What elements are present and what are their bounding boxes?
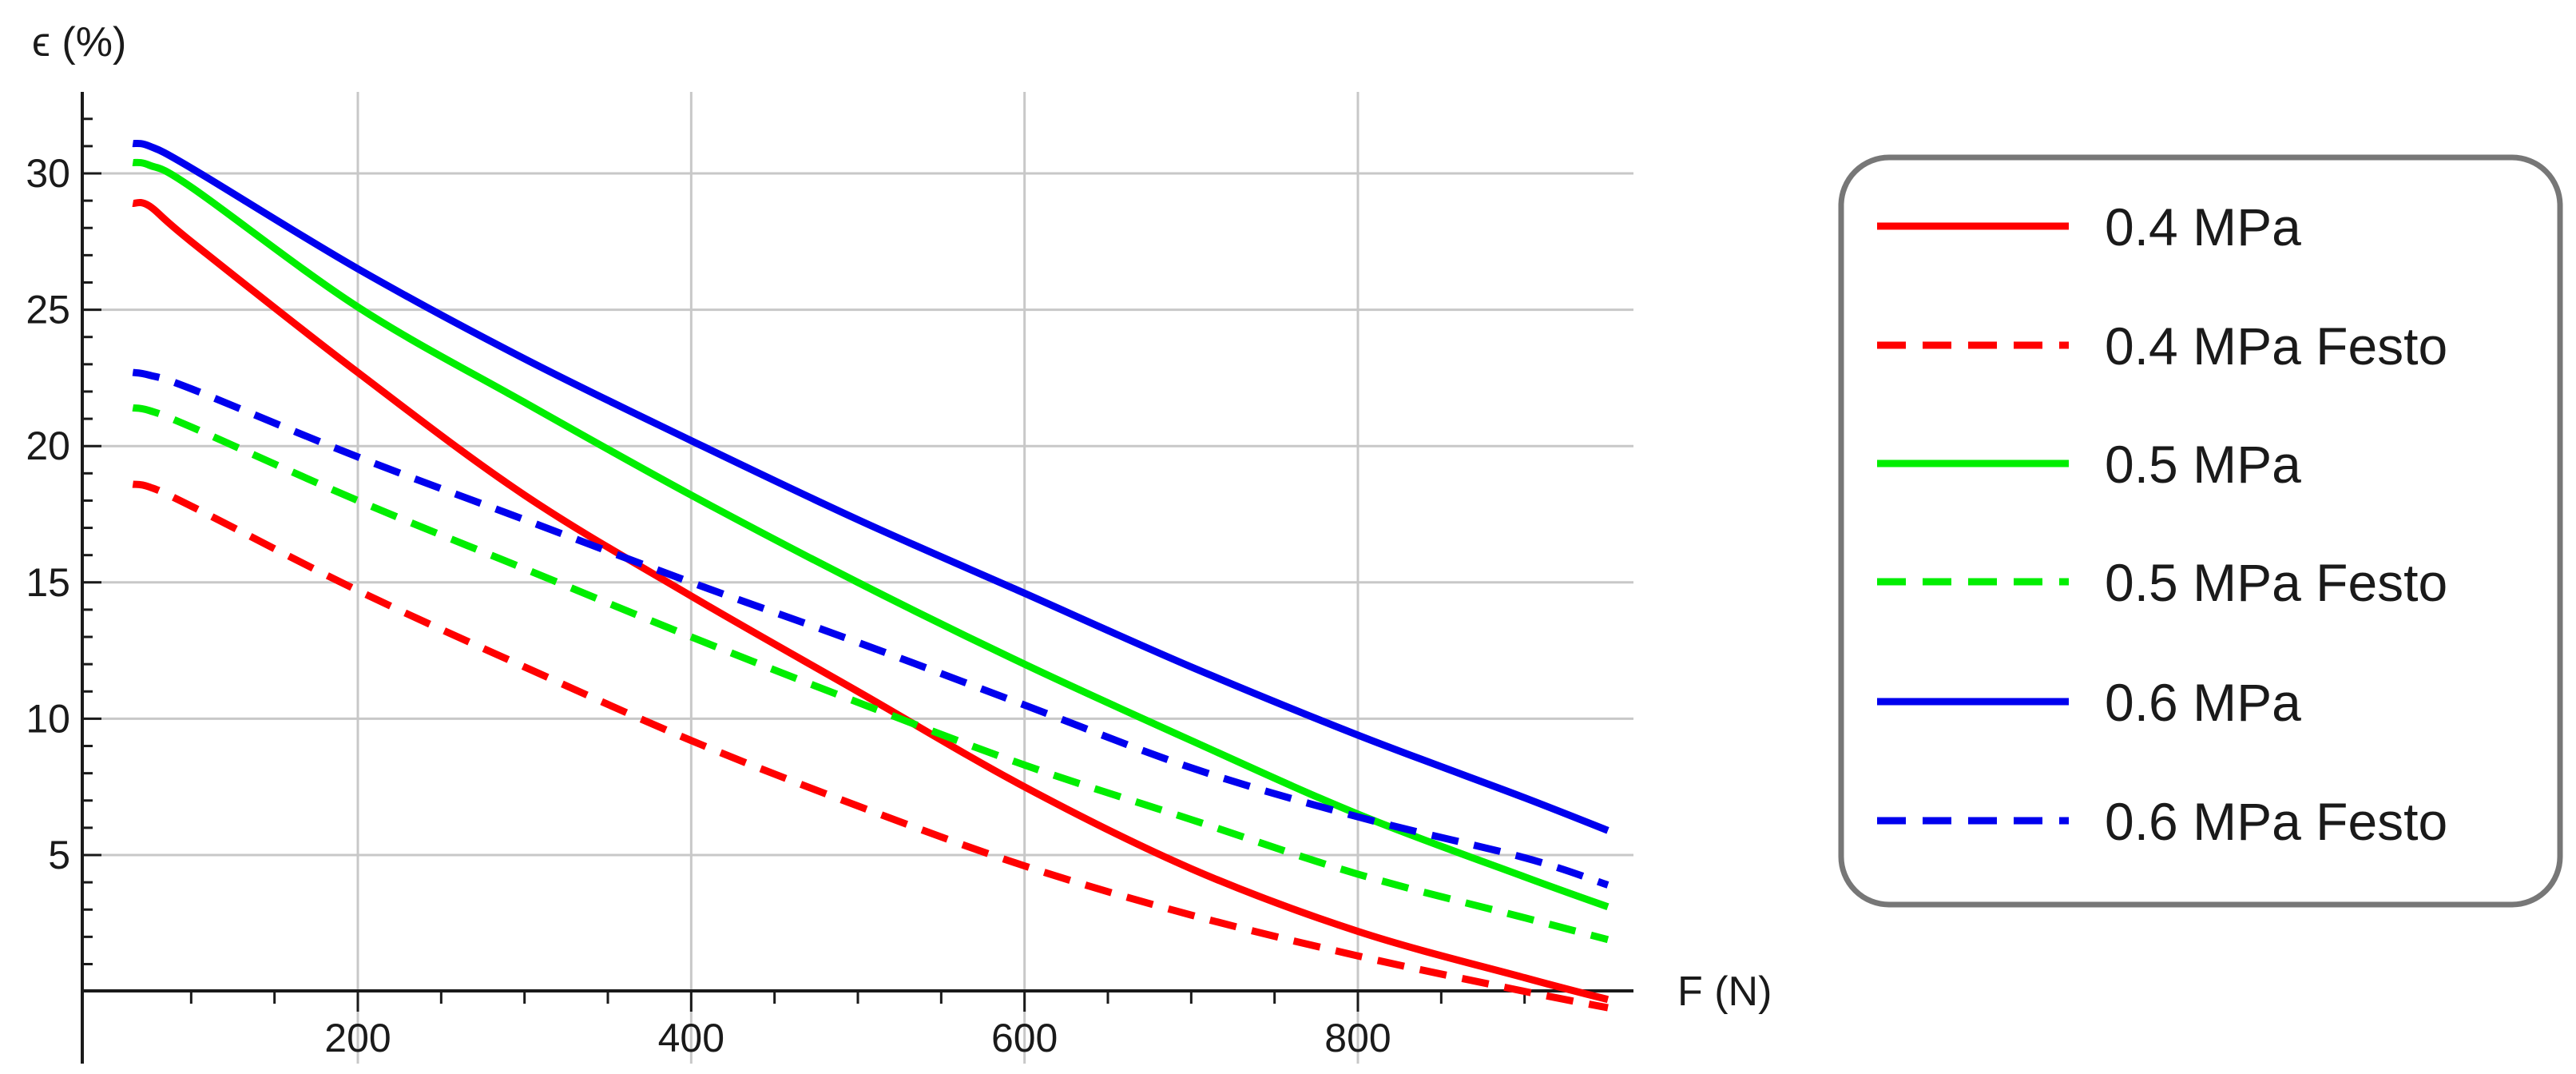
y-axis-label: ϵ (%) xyxy=(32,19,126,66)
y-tick-label-10: 10 xyxy=(26,696,70,741)
legend-label-0-5-mpa-festo: 0.5 MPa Festo xyxy=(2105,553,2447,612)
x-tick-label-600: 600 xyxy=(991,1016,1058,1060)
series-line-0-4-mpa-festo xyxy=(132,480,1609,1012)
y-tick-label-25: 25 xyxy=(26,288,70,332)
series-line-0-6-mpa xyxy=(132,139,1610,834)
legend-label-0-6-mpa-festo: 0.6 MPa Festo xyxy=(2105,792,2447,851)
axes-layer: F (N) ϵ (%) 200 400 600 800 5 10 15 20 25 30 xyxy=(26,19,1772,1064)
x-tick-label-400: 400 xyxy=(658,1016,724,1060)
y-tick-label-30: 30 xyxy=(26,151,70,196)
grid-layer xyxy=(82,92,1633,1064)
series-line-0-6-mpa-festo xyxy=(132,368,1610,889)
legend-label-0-4-mpa: 0.4 MPa xyxy=(2105,197,2301,257)
series-layer xyxy=(132,139,1610,1012)
legend-label-0-5-mpa: 0.5 MPa xyxy=(2105,435,2301,494)
legend-label-0-6-mpa: 0.6 MPa xyxy=(2105,673,2301,732)
y-tick-label-20: 20 xyxy=(26,424,70,468)
x-axis-label: F (N) xyxy=(1677,969,1772,1015)
series-line-0-5-mpa-festo xyxy=(132,404,1610,944)
x-tick-label-200: 200 xyxy=(324,1016,391,1060)
legend-label-0-4-mpa-festo: 0.4 MPa Festo xyxy=(2105,316,2447,376)
series-line-0-5-mpa xyxy=(132,158,1610,911)
y-tick-label-15: 15 xyxy=(26,560,70,605)
y-tick-label-5: 5 xyxy=(48,833,70,877)
legend: 0.4 MPa 0.4 MPa Festo 0.5 MPa 0.5 MPa Festo… xyxy=(1838,154,2563,908)
series-line-0-4-mpa xyxy=(132,198,1610,1004)
x-tick-label-800: 800 xyxy=(1324,1016,1391,1060)
